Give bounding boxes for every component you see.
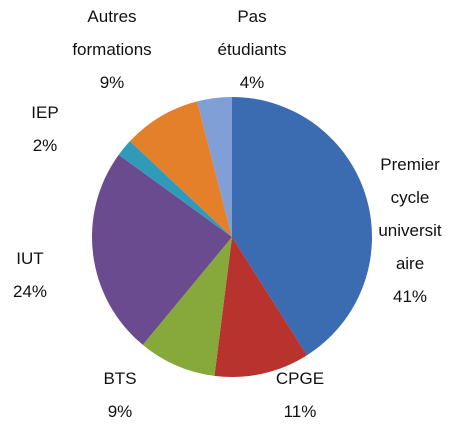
- slice-label: Pas étudiants 4%: [211, 0, 293, 99]
- category-name: Autres formations: [72, 7, 152, 59]
- slice-label: IUT 24%: [0, 242, 60, 308]
- pie-slice: [214, 237, 308, 377]
- slice-label: Premier cycle universitaire 41%: [376, 148, 444, 313]
- category-name: Pas étudiants: [217, 7, 287, 59]
- pie-slice: [142, 237, 232, 376]
- slice-label: CPGE 11%: [255, 362, 345, 428]
- category-name: IEP: [31, 103, 59, 122]
- slice-label: BTS 9%: [75, 362, 165, 428]
- percent-label: 41%: [392, 287, 428, 306]
- percent-label: 11%: [283, 402, 317, 421]
- slice-label: IEP 2%: [15, 96, 75, 162]
- pie-slice: [232, 97, 372, 356]
- category-name: Premier cycle universitaire: [378, 155, 442, 273]
- category-name: BTS: [103, 369, 137, 388]
- pie-slice: [129, 101, 232, 237]
- slice-label: Autres formations 9%: [67, 0, 157, 99]
- pie-slice: [197, 97, 232, 237]
- percent-label: 9%: [107, 402, 133, 421]
- category-name: CPGE: [275, 369, 325, 388]
- pie-slice: [92, 154, 233, 345]
- category-name: IUT: [16, 249, 44, 268]
- pie-slice: [118, 141, 232, 237]
- percent-label: 9%: [99, 73, 125, 92]
- percent-label: 2%: [32, 136, 58, 155]
- percent-label: 4%: [239, 73, 265, 92]
- percent-label: 24%: [12, 282, 48, 301]
